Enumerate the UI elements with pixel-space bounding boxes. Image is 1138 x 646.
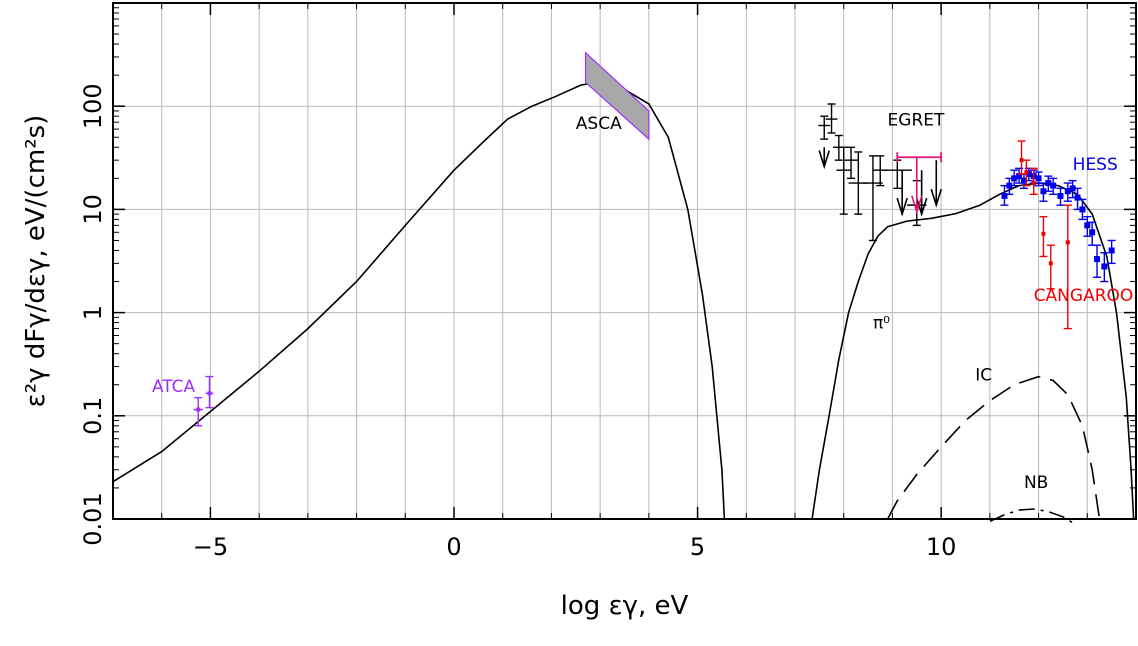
atca-point: [196, 407, 201, 412]
model-curve-IC: [886, 375, 1101, 520]
annotation-label: ASCA: [576, 114, 622, 134]
egret-upper-limit-head: [930, 188, 943, 208]
annotations: ATCA ASCA EGRET HESS CANGAROO π⁰ IC NB: [152, 111, 1133, 493]
model-curve-synchrotron: [112, 80, 726, 520]
cangaroo-point: [1031, 181, 1036, 186]
model-curve-NB: [989, 508, 1074, 524]
x-tick-label: 5: [690, 533, 705, 561]
annotation-label: EGRET: [888, 111, 945, 131]
egret-upper-limit-head: [818, 150, 830, 170]
cangaroo-point: [1048, 261, 1053, 266]
hess-point: [1079, 206, 1086, 213]
y-axis-title: ε²γ dFγ/dεγ, eV/(cm²s): [21, 115, 51, 408]
hess-point: [1035, 175, 1042, 182]
cangaroo-point: [1019, 158, 1024, 163]
data-points: [193, 103, 1116, 427]
egret-upper-limit-head: [896, 197, 908, 217]
hess-point: [1020, 177, 1027, 184]
hess-point: [1074, 194, 1081, 201]
annotation-label: HESS: [1073, 155, 1118, 175]
hess-point: [1016, 173, 1023, 180]
hess-point: [1040, 188, 1047, 195]
cangaroo-point: [1065, 240, 1070, 245]
hess-point: [1025, 171, 1032, 178]
y-tick-label: 1: [79, 305, 107, 320]
annotation-label: NB: [1024, 473, 1048, 493]
model-curves: [112, 80, 1135, 524]
x-tick-label: 10: [926, 533, 957, 561]
hess-point: [1006, 182, 1013, 189]
hess-point: [1084, 222, 1091, 229]
plot-frame: [112, 2, 1137, 520]
x-axis-title: log εγ, eV: [561, 591, 689, 621]
asca-band-group: [584, 51, 650, 141]
hess-point: [1050, 182, 1057, 189]
y-tick-label: 0.1: [79, 397, 107, 435]
hess-point: [1001, 192, 1008, 199]
asca-band: [584, 51, 650, 141]
axis-ticks: −5 0 5 10 0.01 0.1 1 10 100: [79, 3, 1137, 561]
upper-limit-arrow-head: [911, 195, 923, 215]
annotation-label: IC: [975, 365, 992, 385]
annotation-label: ATCA: [152, 377, 196, 397]
hess-point: [1057, 192, 1064, 199]
y-tick-label: 100: [79, 83, 107, 129]
annotation-label: CANGAROO: [1034, 286, 1134, 306]
hess-point: [1011, 175, 1018, 182]
hess-point: [1045, 180, 1052, 187]
hess-point: [1064, 188, 1071, 195]
cangaroo-point: [1024, 170, 1029, 175]
y-tick-label: 10: [79, 194, 107, 225]
x-tick-label: −5: [193, 533, 228, 561]
hess-point: [1089, 229, 1096, 236]
atca-point: [207, 391, 212, 396]
hess-point: [1094, 256, 1101, 263]
cangaroo-point: [1041, 231, 1046, 236]
egret-upper-limit-head: [915, 197, 928, 217]
grid: [112, 2, 1137, 520]
annotation-label: π⁰: [873, 314, 890, 334]
y-tick-label: 0.01: [79, 492, 107, 545]
x-tick-label: 0: [446, 533, 461, 561]
model-curve-pi0: [811, 182, 1135, 520]
hess-point: [1108, 247, 1115, 254]
hess-point: [1101, 263, 1108, 270]
hess-point: [1069, 185, 1076, 192]
